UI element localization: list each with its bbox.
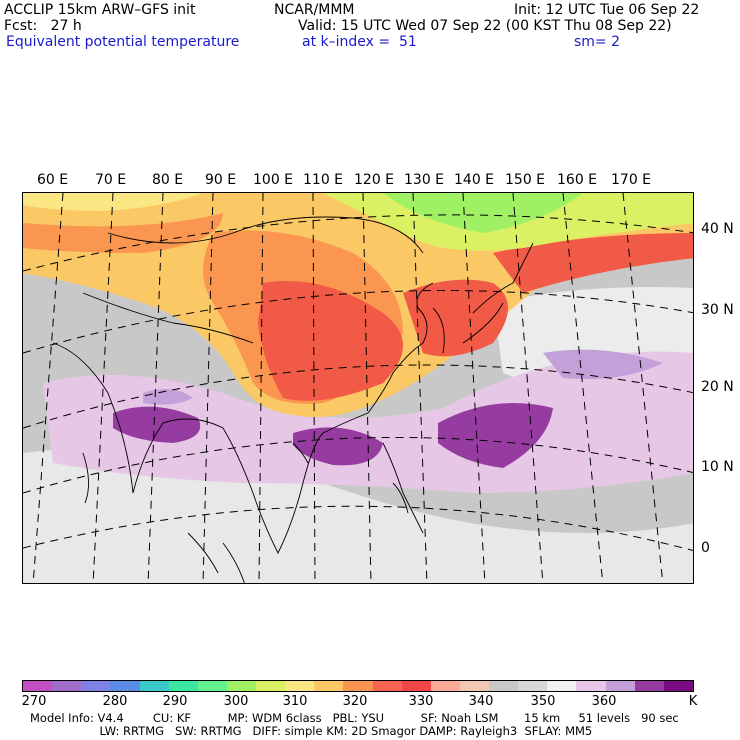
colorbar-unit: K (688, 694, 698, 709)
institution-label: NCAR/MMM (274, 2, 355, 18)
colorbar-swatch-3 (110, 681, 140, 691)
colorbar-swatch-21 (634, 681, 664, 691)
colorbar-swatch-20 (605, 681, 635, 691)
colorbar-swatch-9 (285, 681, 315, 691)
colorbar-tick-280: 280 (102, 694, 128, 709)
colorbar-swatch-11 (343, 681, 373, 691)
colorbar-swatch-6 (197, 681, 227, 691)
colorbar-swatch-13 (401, 681, 431, 691)
purple-core-bay-of-bengal (113, 406, 201, 443)
colorbar-tick-360: 360 (591, 694, 617, 709)
continental-red-region (258, 281, 403, 401)
lon-label-80e: 80 E (152, 172, 184, 188)
lon-label-160e: 160 E (557, 172, 598, 188)
forecast-hour: Fcst: 27 h (4, 18, 82, 34)
lavender-patch-2 (543, 349, 663, 379)
colorbar-swatch-12 (372, 681, 402, 691)
colorbar-swatch-5 (168, 681, 198, 691)
east-asia-red-region (403, 279, 508, 357)
northern-green-band (383, 193, 583, 233)
colorbar-swatch-1 (52, 681, 82, 691)
purple-core-south-china-sea (293, 427, 383, 466)
lon-label-110e: 110 E (303, 172, 344, 188)
model-info-line: Model Info: V4.4 CU: KF MP: WDM 6class P… (30, 711, 679, 725)
lon-label-70e: 70 E (95, 172, 127, 188)
level-index: at k–index = 51 (302, 34, 417, 50)
colorbar (22, 680, 694, 692)
ocean-light-region (23, 448, 693, 583)
colorbar-swatch-17 (518, 681, 548, 691)
lat-label-10n: 10 N (701, 459, 734, 475)
colorbar-swatch-10 (314, 681, 344, 691)
colorbar-swatch-19 (576, 681, 606, 691)
colorbar-tick-340: 340 (468, 694, 494, 709)
colorbar-tick-310: 310 (282, 694, 308, 709)
purple-core-west-pacific (438, 403, 553, 468)
colorbar-swatch-8 (256, 681, 286, 691)
lon-label-150e: 150 E (505, 172, 546, 188)
model-title: ACCLIP 15km ARW–GFS init (4, 2, 196, 18)
colorbar-swatch-2 (81, 681, 111, 691)
lon-label-60e: 60 E (37, 172, 69, 188)
lon-label-100e: 100 E (253, 172, 294, 188)
lon-label-140e: 140 E (454, 172, 495, 188)
colorbar-swatch-18 (547, 681, 577, 691)
physics-info-line: LW: RRTMG SW: RRTMG DIFF: simple KM: 2D … (30, 724, 593, 738)
colorbar-tick-350: 350 (530, 694, 556, 709)
lat-label-20n: 20 N (701, 379, 734, 395)
lat-label-30n: 30 N (701, 302, 734, 318)
colorbar-swatch-4 (139, 681, 169, 691)
colorbar-swatch-15 (459, 681, 489, 691)
lon-label-120e: 120 E (354, 172, 395, 188)
theta-e-map (22, 192, 694, 584)
colorbar-tick-300: 300 (223, 694, 249, 709)
lat-label-40n: 40 N (701, 221, 734, 237)
lon-label-130e: 130 E (404, 172, 445, 188)
colorbar-swatch-22 (663, 681, 693, 691)
colorbar-swatch-16 (489, 681, 519, 691)
colorbar-swatch-0 (23, 681, 53, 691)
init-time: Init: 12 UTC Tue 06 Sep 22 (514, 2, 700, 18)
colorbar-swatch-14 (430, 681, 460, 691)
smoothing-label: sm= 2 (574, 34, 621, 50)
graticule (23, 193, 693, 583)
northwest-yellow-band (23, 193, 203, 211)
lon-label-90e: 90 E (205, 172, 237, 188)
valid-time: Valid: 15 UTC Wed 07 Sep 22 (00 KST Thu … (298, 18, 672, 34)
colorbar-tick-270: 270 (21, 694, 47, 709)
map-field-svg (23, 193, 693, 583)
colorbar-tick-290: 290 (162, 694, 188, 709)
coastlines (52, 216, 534, 583)
lon-label-170e: 170 E (611, 172, 652, 188)
lat-label-0: 0 (701, 540, 710, 556)
field-name: Equivalent potential temperature (6, 34, 240, 50)
jet-red-band (493, 233, 693, 293)
colorbar-swatch-7 (226, 681, 256, 691)
colorbar-tick-330: 330 (408, 694, 434, 709)
colorbar-tick-320: 320 (342, 694, 368, 709)
